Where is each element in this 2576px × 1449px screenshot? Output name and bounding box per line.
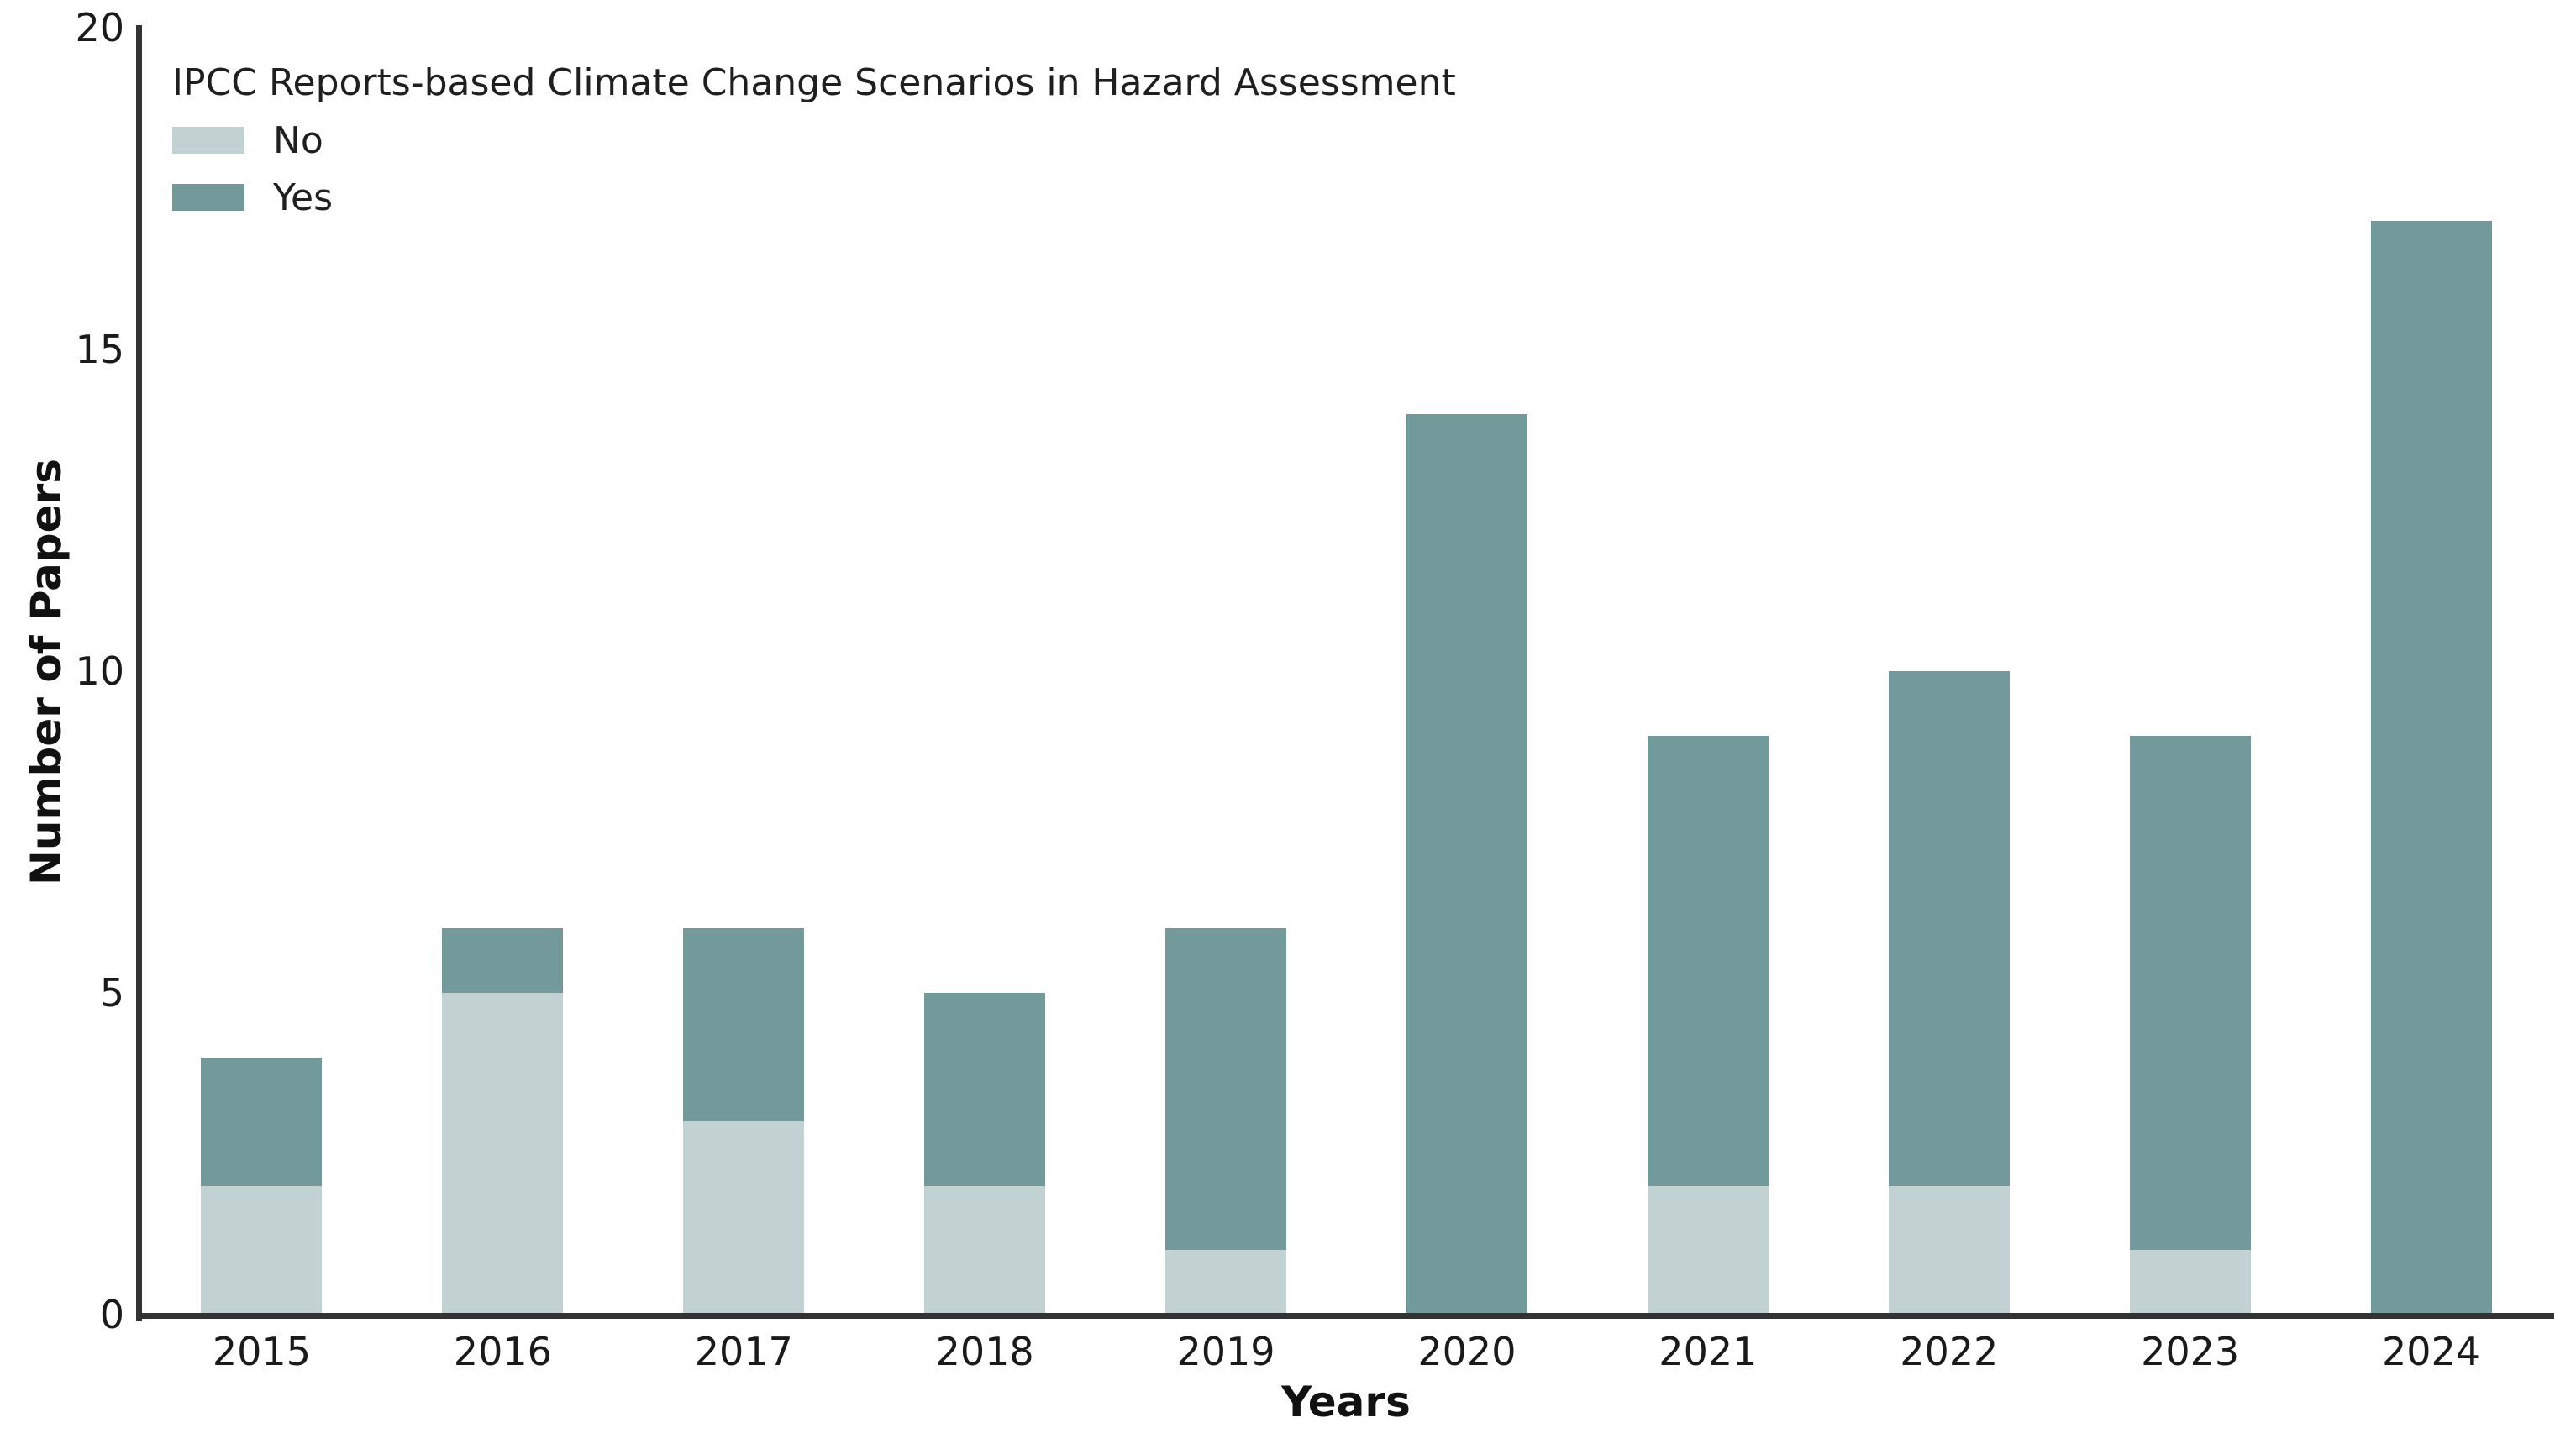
x-tick-label: 2015 bbox=[212, 1329, 311, 1374]
legend: IPCC Reports-based Climate Change Scenar… bbox=[172, 60, 1456, 240]
x-tick-label: 2023 bbox=[2141, 1329, 2240, 1374]
y-tick-label: 15 bbox=[75, 327, 124, 372]
bar-segment-yes-2019 bbox=[1165, 928, 1287, 1251]
bar-segment-yes-2022 bbox=[1888, 671, 2010, 1186]
legend-title: IPCC Reports-based Climate Change Scenar… bbox=[172, 61, 1456, 104]
y-tick-label: 0 bbox=[99, 1292, 124, 1337]
bar-segment-yes-2016 bbox=[442, 928, 564, 993]
y-tick-label: 5 bbox=[99, 970, 124, 1016]
legend-swatch-yes bbox=[172, 184, 244, 211]
bar-segment-no-2019 bbox=[1165, 1250, 1287, 1315]
x-tick-label: 2018 bbox=[935, 1329, 1034, 1374]
bar-segment-no-2018 bbox=[924, 1185, 1046, 1315]
bar-segment-yes-2024 bbox=[2370, 220, 2492, 1315]
bar-segment-no-2021 bbox=[1647, 1185, 1769, 1315]
legend-swatch-no bbox=[172, 127, 244, 154]
bar-segment-no-2017 bbox=[683, 1121, 805, 1315]
x-axis-spine bbox=[136, 1313, 2554, 1319]
x-tick-label: 2019 bbox=[1176, 1329, 1275, 1374]
bar-segment-yes-2020 bbox=[1406, 413, 1527, 1315]
bar-segment-yes-2021 bbox=[1647, 735, 1769, 1186]
legend-item-yes: Yes bbox=[172, 176, 1456, 219]
y-axis-spine bbox=[136, 25, 142, 1321]
x-axis-label: Years bbox=[1281, 1378, 1411, 1426]
x-tick-label: 2020 bbox=[1417, 1329, 1517, 1374]
bar-segment-yes-2018 bbox=[924, 993, 1046, 1186]
legend-label-yes: Yes bbox=[273, 176, 334, 219]
legend-item-no: No bbox=[172, 119, 1456, 162]
x-tick-label: 2021 bbox=[1659, 1329, 1758, 1374]
y-tick-label: 10 bbox=[75, 648, 124, 694]
bar-segment-yes-2023 bbox=[2129, 735, 2251, 1251]
bar-segment-no-2016 bbox=[442, 993, 564, 1315]
x-tick-label: 2024 bbox=[2382, 1329, 2481, 1374]
bar-segment-no-2022 bbox=[1888, 1185, 2010, 1315]
x-tick-label: 2022 bbox=[1900, 1329, 1999, 1374]
bar-segment-no-2015 bbox=[201, 1185, 323, 1315]
x-tick-label: 2016 bbox=[453, 1329, 552, 1374]
bar-segment-no-2023 bbox=[2129, 1250, 2251, 1315]
legend-label-no: No bbox=[273, 118, 323, 162]
bar-segment-yes-2017 bbox=[683, 928, 805, 1122]
x-tick-label: 2017 bbox=[694, 1329, 793, 1374]
bar-segment-yes-2015 bbox=[201, 1057, 323, 1186]
y-tick-label: 20 bbox=[75, 5, 124, 50]
